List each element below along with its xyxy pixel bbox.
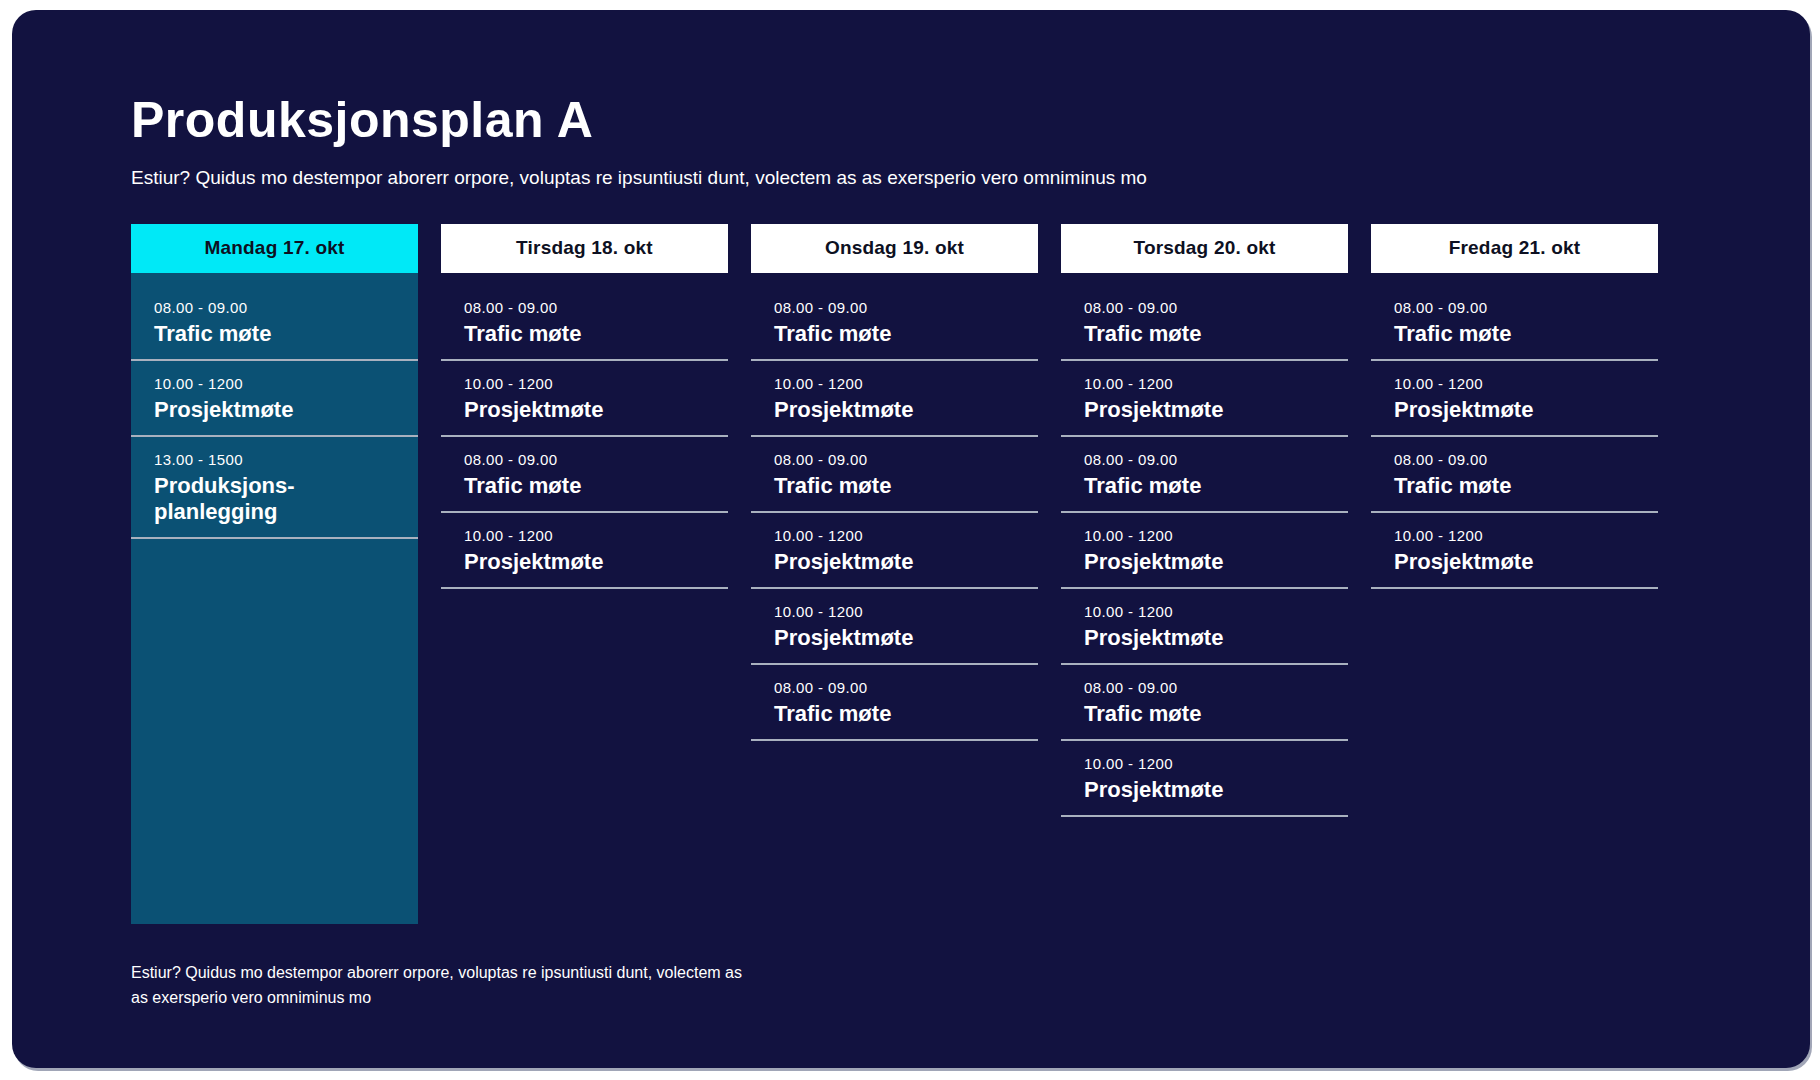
event-title: Prosjektmøte bbox=[774, 397, 1015, 423]
event-title: Prosjektmøte bbox=[1084, 777, 1325, 803]
event-item: 10.00 - 1200 Prosjektmøte bbox=[1371, 361, 1658, 437]
event-item: 08.00 - 09.00 Trafic møte bbox=[751, 285, 1038, 361]
event-item: 10.00 - 1200 Prosjektmøte bbox=[1061, 513, 1348, 589]
event-title: Trafic møte bbox=[464, 473, 705, 499]
footer-note: Estiur? Quidus mo destempor aborerr orpo… bbox=[131, 960, 1770, 1011]
event-title: Prosjektmøte bbox=[774, 549, 1015, 575]
event-item: 08.00 - 09.00 Trafic møte bbox=[1371, 285, 1658, 361]
event-time: 08.00 - 09.00 bbox=[1084, 451, 1325, 469]
day-header: Onsdag 19. okt bbox=[751, 224, 1038, 273]
event-item: 10.00 - 1200 Prosjektmøte bbox=[1061, 589, 1348, 665]
event-item: 10.00 - 1200 Prosjektmøte bbox=[1061, 361, 1348, 437]
event-time: 08.00 - 09.00 bbox=[1394, 299, 1635, 317]
event-time: 10.00 - 1200 bbox=[1084, 755, 1325, 773]
event-title: Prosjektmøte bbox=[1084, 549, 1325, 575]
event-time: 10.00 - 1200 bbox=[1084, 375, 1325, 393]
event-time: 08.00 - 09.00 bbox=[464, 299, 705, 317]
event-title: Prosjektmøte bbox=[1394, 397, 1635, 423]
day-column-torsdag: Torsdag 20. okt 08.00 - 09.00 Trafic møte 1… bbox=[1061, 224, 1348, 817]
footer-line-1: Estiur? Quidus mo destempor aborerr orpo… bbox=[131, 964, 742, 981]
event-title: Trafic møte bbox=[774, 321, 1015, 347]
event-time: 08.00 - 09.00 bbox=[154, 299, 395, 317]
event-time: 10.00 - 1200 bbox=[1394, 527, 1635, 545]
event-title: Trafic møte bbox=[1084, 321, 1325, 347]
event-time: 08.00 - 09.00 bbox=[774, 451, 1015, 469]
event-item: 08.00 - 09.00 Trafic møte bbox=[441, 285, 728, 361]
event-item: 08.00 - 09.00 Trafic møte bbox=[751, 665, 1038, 741]
event-title: Trafic møte bbox=[1084, 701, 1325, 727]
event-time: 10.00 - 1200 bbox=[774, 603, 1015, 621]
day-header: Fredag 21. okt bbox=[1371, 224, 1658, 273]
event-item: 13.00 - 1500 Produksjons-planlegging bbox=[131, 437, 418, 539]
event-item: 10.00 - 1200 Prosjektmøte bbox=[751, 361, 1038, 437]
event-time: 08.00 - 09.00 bbox=[1394, 451, 1635, 469]
day-header: Tirsdag 18. okt bbox=[441, 224, 728, 273]
event-time: 13.00 - 1500 bbox=[154, 451, 395, 469]
event-title: Prosjektmøte bbox=[1084, 397, 1325, 423]
event-title: Prosjektmøte bbox=[1084, 625, 1325, 651]
day-events-list: 08.00 - 09.00 Trafic møte 10.00 - 1200 Pros… bbox=[1061, 273, 1348, 817]
event-item: 08.00 - 09.00 Trafic møte bbox=[751, 437, 1038, 513]
event-title: Produksjons-planlegging bbox=[154, 473, 395, 525]
event-item: 08.00 - 09.00 Trafic møte bbox=[131, 285, 418, 361]
event-item: 10.00 - 1200 Prosjektmøte bbox=[1371, 513, 1658, 589]
event-item: 10.00 - 1200 Prosjektmøte bbox=[441, 513, 728, 589]
event-item: 08.00 - 09.00 Trafic møte bbox=[1061, 437, 1348, 513]
day-column-fredag: Fredag 21. okt 08.00 - 09.00 Trafic møte 10… bbox=[1371, 224, 1658, 589]
event-item: 10.00 - 1200 Prosjektmøte bbox=[131, 361, 418, 437]
event-title: Prosjektmøte bbox=[464, 549, 705, 575]
event-item: 10.00 - 1200 Prosjektmøte bbox=[751, 513, 1038, 589]
day-events-list: 08.00 - 09.00 Trafic møte 10.00 - 1200 Pros… bbox=[1371, 273, 1658, 589]
event-title: Trafic møte bbox=[154, 321, 395, 347]
footer-line-2: as exersperio vero omniminus mo bbox=[131, 989, 371, 1006]
event-title: Trafic møte bbox=[774, 473, 1015, 499]
day-column-mandag: Mandag 17. okt 08.00 - 09.00 Trafic møte 10… bbox=[131, 224, 418, 924]
day-events-list: 08.00 - 09.00 Trafic møte 10.00 - 1200 Pros… bbox=[751, 273, 1038, 741]
event-time: 08.00 - 09.00 bbox=[774, 299, 1015, 317]
page-title: Produksjonsplan A bbox=[131, 93, 1770, 148]
event-title: Prosjektmøte bbox=[774, 625, 1015, 651]
event-item: 08.00 - 09.00 Trafic møte bbox=[1061, 285, 1348, 361]
event-time: 10.00 - 1200 bbox=[154, 375, 395, 393]
event-title: Trafic møte bbox=[1394, 321, 1635, 347]
day-events-list: 08.00 - 09.00 Trafic møte 10.00 - 1200 Pros… bbox=[441, 273, 728, 589]
event-time: 08.00 - 09.00 bbox=[1084, 299, 1325, 317]
event-item: 10.00 - 1200 Prosjektmøte bbox=[1061, 741, 1348, 817]
event-title: Prosjektmøte bbox=[154, 397, 395, 423]
event-time: 10.00 - 1200 bbox=[774, 375, 1015, 393]
event-time: 10.00 - 1200 bbox=[1084, 603, 1325, 621]
event-time: 10.00 - 1200 bbox=[464, 527, 705, 545]
panel-content: Produksjonsplan A Estiur? Quidus mo dest… bbox=[12, 93, 1810, 1011]
event-title: Trafic møte bbox=[1394, 473, 1635, 499]
event-time: 10.00 - 1200 bbox=[1084, 527, 1325, 545]
event-time: 08.00 - 09.00 bbox=[464, 451, 705, 469]
event-time: 08.00 - 09.00 bbox=[1084, 679, 1325, 697]
event-title: Prosjektmøte bbox=[464, 397, 705, 423]
event-time: 08.00 - 09.00 bbox=[774, 679, 1015, 697]
event-title: Prosjektmøte bbox=[1394, 549, 1635, 575]
schedule-panel: Produksjonsplan A Estiur? Quidus mo dest… bbox=[12, 10, 1810, 1068]
event-time: 10.00 - 1200 bbox=[1394, 375, 1635, 393]
page-subtitle: Estiur? Quidus mo destempor aborerr orpo… bbox=[131, 167, 1770, 190]
schedule-grid: Mandag 17. okt 08.00 - 09.00 Trafic møte 10… bbox=[131, 224, 1770, 924]
day-header: Torsdag 20. okt bbox=[1061, 224, 1348, 273]
event-title: Trafic møte bbox=[774, 701, 1015, 727]
event-item: 08.00 - 09.00 Trafic møte bbox=[1371, 437, 1658, 513]
event-item: 10.00 - 1200 Prosjektmøte bbox=[441, 361, 728, 437]
day-events-list: 08.00 - 09.00 Trafic møte 10.00 - 1200 Pros… bbox=[131, 273, 418, 924]
event-title: Trafic møte bbox=[464, 321, 705, 347]
day-header: Mandag 17. okt bbox=[131, 224, 418, 273]
event-time: 10.00 - 1200 bbox=[464, 375, 705, 393]
event-item: 10.00 - 1200 Prosjektmøte bbox=[751, 589, 1038, 665]
event-time: 10.00 - 1200 bbox=[774, 527, 1015, 545]
day-column-onsdag: Onsdag 19. okt 08.00 - 09.00 Trafic møte 10… bbox=[751, 224, 1038, 741]
event-item: 08.00 - 09.00 Trafic møte bbox=[441, 437, 728, 513]
day-column-tirsdag: Tirsdag 18. okt 08.00 - 09.00 Trafic møte 1… bbox=[441, 224, 728, 589]
event-item: 08.00 - 09.00 Trafic møte bbox=[1061, 665, 1348, 741]
event-title: Trafic møte bbox=[1084, 473, 1325, 499]
